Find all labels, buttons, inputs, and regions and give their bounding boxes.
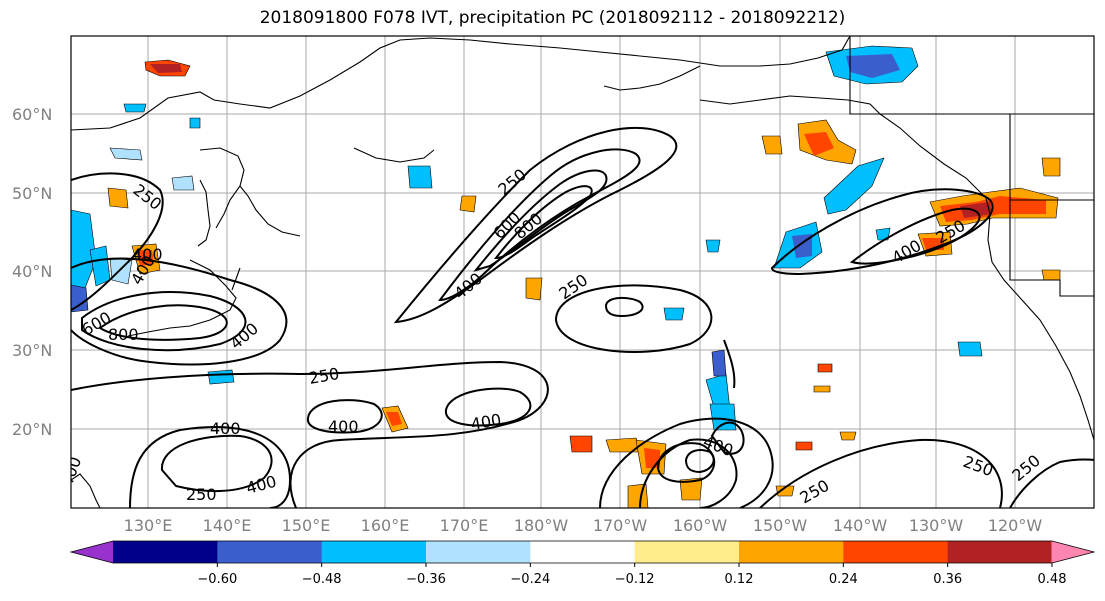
latitude-labels: 20°N 30°N 40°N 50°N 60°N: [12, 105, 52, 439]
lon-label: 170°E: [440, 516, 489, 535]
lon-label: 130°W: [909, 516, 964, 535]
longitude-labels: 130°E 140°E 150°E 160°E 170°E 180°W 170°…: [124, 516, 1043, 535]
lon-label: 140°E: [203, 516, 252, 535]
lon-label: 150°E: [282, 516, 331, 535]
contour-label: 400: [328, 417, 359, 436]
lon-label: 140°W: [833, 516, 888, 535]
colorbar-outline: [69, 540, 1096, 564]
lon-label: 160°W: [673, 516, 728, 535]
colorbar: −0.60 −0.48 −0.36 −0.24 −0.12 0.12 0.24 0.36 0.4…: [69, 540, 1096, 587]
ivt-contours: [71, 126, 1094, 508]
colorbar-label: −0.48: [302, 572, 342, 587]
colorbar-segment: [113, 541, 218, 563]
lat-label: 60°N: [12, 105, 52, 124]
map-border: [70, 35, 1095, 509]
colorbar-segment: [634, 541, 740, 563]
colorbar-extend-high: [1051, 541, 1094, 563]
contour-label: 400: [132, 245, 163, 264]
colorbar-label: −0.24: [510, 572, 550, 587]
lat-label: 50°N: [12, 184, 52, 203]
contour-label: 800: [108, 325, 139, 344]
colorbar-label: 0.12: [725, 572, 754, 587]
lon-label: 170°W: [593, 516, 648, 535]
lat-label: 30°N: [12, 341, 52, 360]
lat-label: 20°N: [12, 420, 52, 439]
colorbar-label: −0.60: [197, 572, 237, 587]
map-title: 2018091800 F078 IVT, precipitation PC (2…: [259, 8, 846, 28]
lon-label: 130°E: [124, 516, 173, 535]
lon-label: 150°W: [753, 516, 808, 535]
colorbar-segment: [426, 541, 531, 563]
colorbar-segment: [321, 541, 427, 563]
colorbar-label: 0.48: [1038, 572, 1067, 587]
contour-label: 250: [186, 485, 217, 504]
colorbar-label: −0.12: [615, 572, 655, 587]
colorbar-segment: [843, 541, 949, 563]
colorbar-segment: [217, 541, 323, 563]
colorbar-segment: [947, 541, 1053, 563]
lon-label: 160°E: [361, 516, 410, 535]
colorbar-label: −0.36: [406, 572, 446, 587]
coastlines: [71, 36, 1094, 508]
lat-label: 40°N: [12, 262, 52, 281]
lon-label: 120°W: [988, 516, 1043, 535]
lon-label: 180°W: [514, 516, 569, 535]
colorbar-extend-low: [71, 541, 114, 563]
colorbar-label: 0.36: [933, 572, 962, 587]
colorbar-segment: [739, 541, 844, 563]
colorbar-label: 0.24: [829, 572, 858, 587]
colorbar-segment: [530, 541, 636, 563]
contour-label: 400: [210, 419, 241, 438]
